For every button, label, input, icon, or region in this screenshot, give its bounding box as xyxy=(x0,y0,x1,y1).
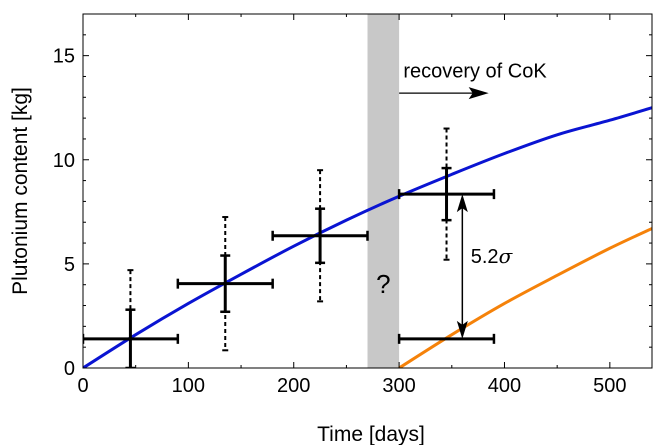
y-tick-label: 10 xyxy=(53,150,75,172)
sigma-arrowhead-top xyxy=(456,194,468,213)
gap-question-label: ? xyxy=(376,269,390,299)
data-point-4 xyxy=(397,127,496,261)
sigma-arrowhead-bottom xyxy=(456,320,468,339)
reference-bar xyxy=(397,333,496,344)
recovery-arrowhead xyxy=(468,87,489,100)
x-axis-ticks: 0 100 200 300 400 500 xyxy=(77,14,627,397)
sigma-label: 5.2σ xyxy=(471,244,514,268)
y-axis-label: Plutonium content [kg] xyxy=(9,87,32,295)
y-axis-ticks: 0 5 10 15 xyxy=(53,34,652,380)
recovery-label: recovery of CoK xyxy=(403,61,547,83)
blue-curve xyxy=(83,106,652,368)
x-tick-label: 400 xyxy=(488,375,521,397)
x-tick-label: 300 xyxy=(382,375,415,397)
reference-bar-group xyxy=(397,333,496,344)
data-point-1 xyxy=(83,269,180,368)
sigma-value: 5.2 xyxy=(471,246,499,268)
x-axis-label: Time [days] xyxy=(317,423,425,445)
data-point-3 xyxy=(271,169,369,303)
plot-frame xyxy=(82,13,653,369)
x-tick-label: 500 xyxy=(593,375,626,397)
plot-area xyxy=(83,14,652,368)
x-tick-label: 200 xyxy=(277,375,310,397)
y-tick-label: 5 xyxy=(64,254,75,276)
x-tick-label: 100 xyxy=(172,375,205,397)
sigma-symbol: σ xyxy=(499,244,514,268)
y-tick-label: 0 xyxy=(64,358,75,380)
x-tick-label: 0 xyxy=(77,375,88,397)
data-points xyxy=(83,127,496,368)
y-tick-label: 15 xyxy=(53,46,75,68)
gap-band xyxy=(367,14,400,368)
data-point-2 xyxy=(176,216,274,352)
